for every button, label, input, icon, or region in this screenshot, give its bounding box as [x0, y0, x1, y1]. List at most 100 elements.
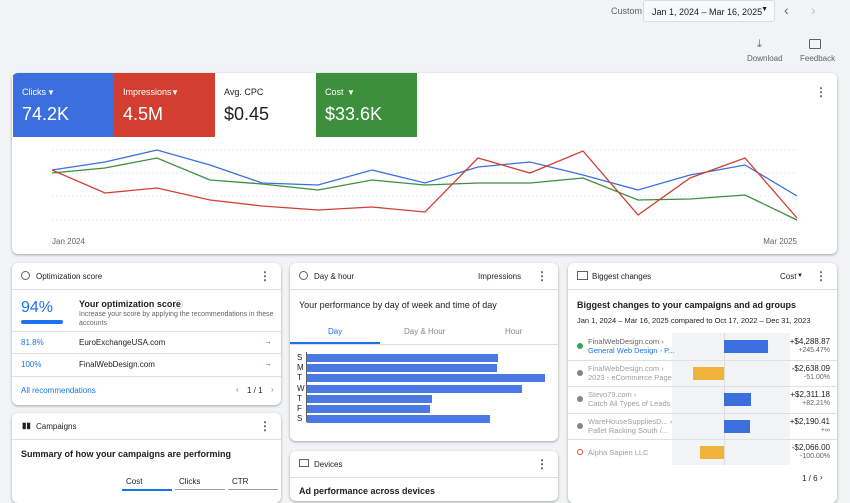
- status: [577, 422, 583, 429]
- score-bar: [21, 320, 63, 324]
- metric-label: Avg. CPC: [224, 87, 264, 97]
- date-text: Jan 1, 2024 – Mar 16, 2025: [652, 7, 763, 17]
- divider: [568, 439, 837, 440]
- metric-select[interactable]: Cost: [780, 272, 797, 281]
- pager: 1 / 6: [802, 474, 818, 483]
- campaigns-card: ▮▮ Campaigns ⋮ Summary of how your campa…: [12, 413, 281, 503]
- compare: Jan 1, 2024 – Mar 16, 2025 compared to O…: [577, 316, 811, 325]
- change-bar: [724, 340, 768, 353]
- status: [577, 449, 583, 455]
- menu[interactable]: ⋮: [536, 269, 548, 283]
- metric-value: $33.6K: [325, 104, 383, 124]
- metric-label: Clicks: [22, 87, 46, 97]
- row-percent: +245.47%: [798, 347, 830, 354]
- metric-tile[interactable]: Impressions ▼ 4.5M: [114, 73, 215, 137]
- line-chart: [51, 149, 798, 221]
- download-icon[interactable]: ⤓: [757, 38, 762, 50]
- day-label: W: [297, 383, 305, 393]
- change-bar: [724, 419, 750, 433]
- row-percent: +82.21%: [802, 400, 830, 407]
- date-range[interactable]: Jan 1, 2024 – Mar 16, 2025 ▼: [643, 0, 775, 22]
- row-change: +$4,288.87: [789, 337, 830, 346]
- metric-tile[interactable]: Clicks ▼ 74.2K: [13, 73, 114, 137]
- clicks-line: [51, 149, 798, 197]
- divider: [568, 359, 837, 361]
- subtitle: Summary of how your campaigns are perfor…: [21, 449, 232, 459]
- row-name[interactable]: Stevo79.com ›: [588, 390, 637, 399]
- cost-line: [51, 157, 798, 221]
- menu[interactable]: ⋮: [259, 419, 271, 433]
- subtitle: Biggest changes to your campaigns and ad…: [577, 300, 797, 310]
- menu[interactable]: ⋮: [815, 269, 827, 283]
- next[interactable]: ›: [811, 2, 816, 18]
- metric-tile[interactable]: Cost ▼ $33.6K: [316, 73, 417, 137]
- row-change: -$2,638.09: [791, 363, 830, 373]
- day-label: S: [297, 353, 303, 362]
- day-label: S: [297, 414, 303, 424]
- feedback-icon[interactable]: [809, 39, 821, 49]
- day-label: F: [297, 404, 302, 413]
- row-account: EuroExchangeUSA.com: [79, 338, 166, 347]
- card-title: Day & hour: [314, 272, 355, 281]
- metric-select[interactable]: Clicks: [179, 477, 201, 486]
- day-bar: [307, 364, 497, 373]
- row-percent: -100.00%: [800, 453, 830, 460]
- status: [577, 343, 583, 349]
- tab[interactable]: Day & Hour: [404, 327, 446, 336]
- change-bar: [724, 393, 751, 406]
- row-sub[interactable]: Pallet Racking South /...: [588, 425, 669, 435]
- divider: [568, 386, 837, 387]
- row-arrow[interactable]: →: [264, 359, 272, 368]
- row-name[interactable]: WareHouseSuppliesD... ›: [588, 416, 673, 426]
- row-percent: -51.00%: [803, 373, 830, 381]
- impressions-line: [51, 150, 798, 219]
- row-sub[interactable]: General Web Design - P...: [588, 346, 675, 355]
- row-sub[interactable]: 2023 - eCommerce Page: [588, 372, 672, 382]
- row-score: 100%: [21, 360, 42, 369]
- devices-card: Devices ⋮ Ad performance across devices: [290, 451, 558, 501]
- subtitle: Your performance by day of week and time…: [299, 300, 497, 310]
- day-bar: [307, 354, 498, 362]
- prev[interactable]: ‹: [784, 2, 789, 18]
- row-sub[interactable]: Catch All Types of Leads: [588, 399, 671, 408]
- day-hour-card: Day & hour Impressions ⋮ Your performanc…: [290, 263, 558, 441]
- status: [577, 369, 583, 376]
- divider: [568, 412, 837, 414]
- metric-value: $0.45: [224, 104, 270, 124]
- row-name[interactable]: Alpha Sapien LLC: [588, 448, 649, 457]
- row-name[interactable]: FinalWebDesign.com ›: [588, 363, 664, 373]
- tab[interactable]: Hour: [505, 327, 523, 336]
- tab[interactable]: Day: [328, 327, 343, 336]
- feedback[interactable]: Feedback: [800, 54, 836, 63]
- subtitle: Ad performance across devices: [299, 486, 436, 496]
- metric-value: 4.5M: [123, 104, 164, 124]
- menu[interactable]: ⋮: [259, 269, 271, 283]
- x-label: Mar 2025: [763, 237, 797, 246]
- icon: [21, 271, 30, 280]
- card-title: Campaigns: [36, 422, 77, 431]
- day-bar: [307, 374, 545, 383]
- heading: Your optimization score: [79, 299, 181, 309]
- row-name[interactable]: FinalWebDesign.com ›: [588, 337, 664, 346]
- day-bar: [307, 405, 430, 413]
- score: 94%: [21, 299, 54, 316]
- pager: 1 / 1: [247, 386, 263, 395]
- grid: [52, 149, 797, 221]
- row-change: -$2,066.00: [791, 443, 830, 452]
- metric-select[interactable]: Impressions: [478, 272, 522, 281]
- row-arrow[interactable]: →: [264, 337, 272, 346]
- x-label: Jan 2024: [52, 237, 85, 246]
- day-bar: [307, 384, 522, 393]
- row-score: 81.8%: [21, 338, 44, 347]
- row-change: +$2,190.41: [789, 416, 830, 426]
- menu[interactable]: ⋮: [536, 457, 548, 471]
- metric-select[interactable]: CTR: [232, 477, 249, 486]
- metric-select[interactable]: Cost: [126, 477, 143, 486]
- metric-label: Cost: [325, 87, 344, 97]
- metric-tile[interactable]: Avg. CPC $0.45: [215, 73, 316, 137]
- link[interactable]: All recommendations: [21, 386, 96, 395]
- description: Increase your score by applying the reco…: [79, 311, 274, 327]
- card-title: Optimization score: [36, 272, 103, 281]
- menu[interactable]: ⋮: [815, 85, 827, 99]
- download[interactable]: Download: [747, 54, 783, 63]
